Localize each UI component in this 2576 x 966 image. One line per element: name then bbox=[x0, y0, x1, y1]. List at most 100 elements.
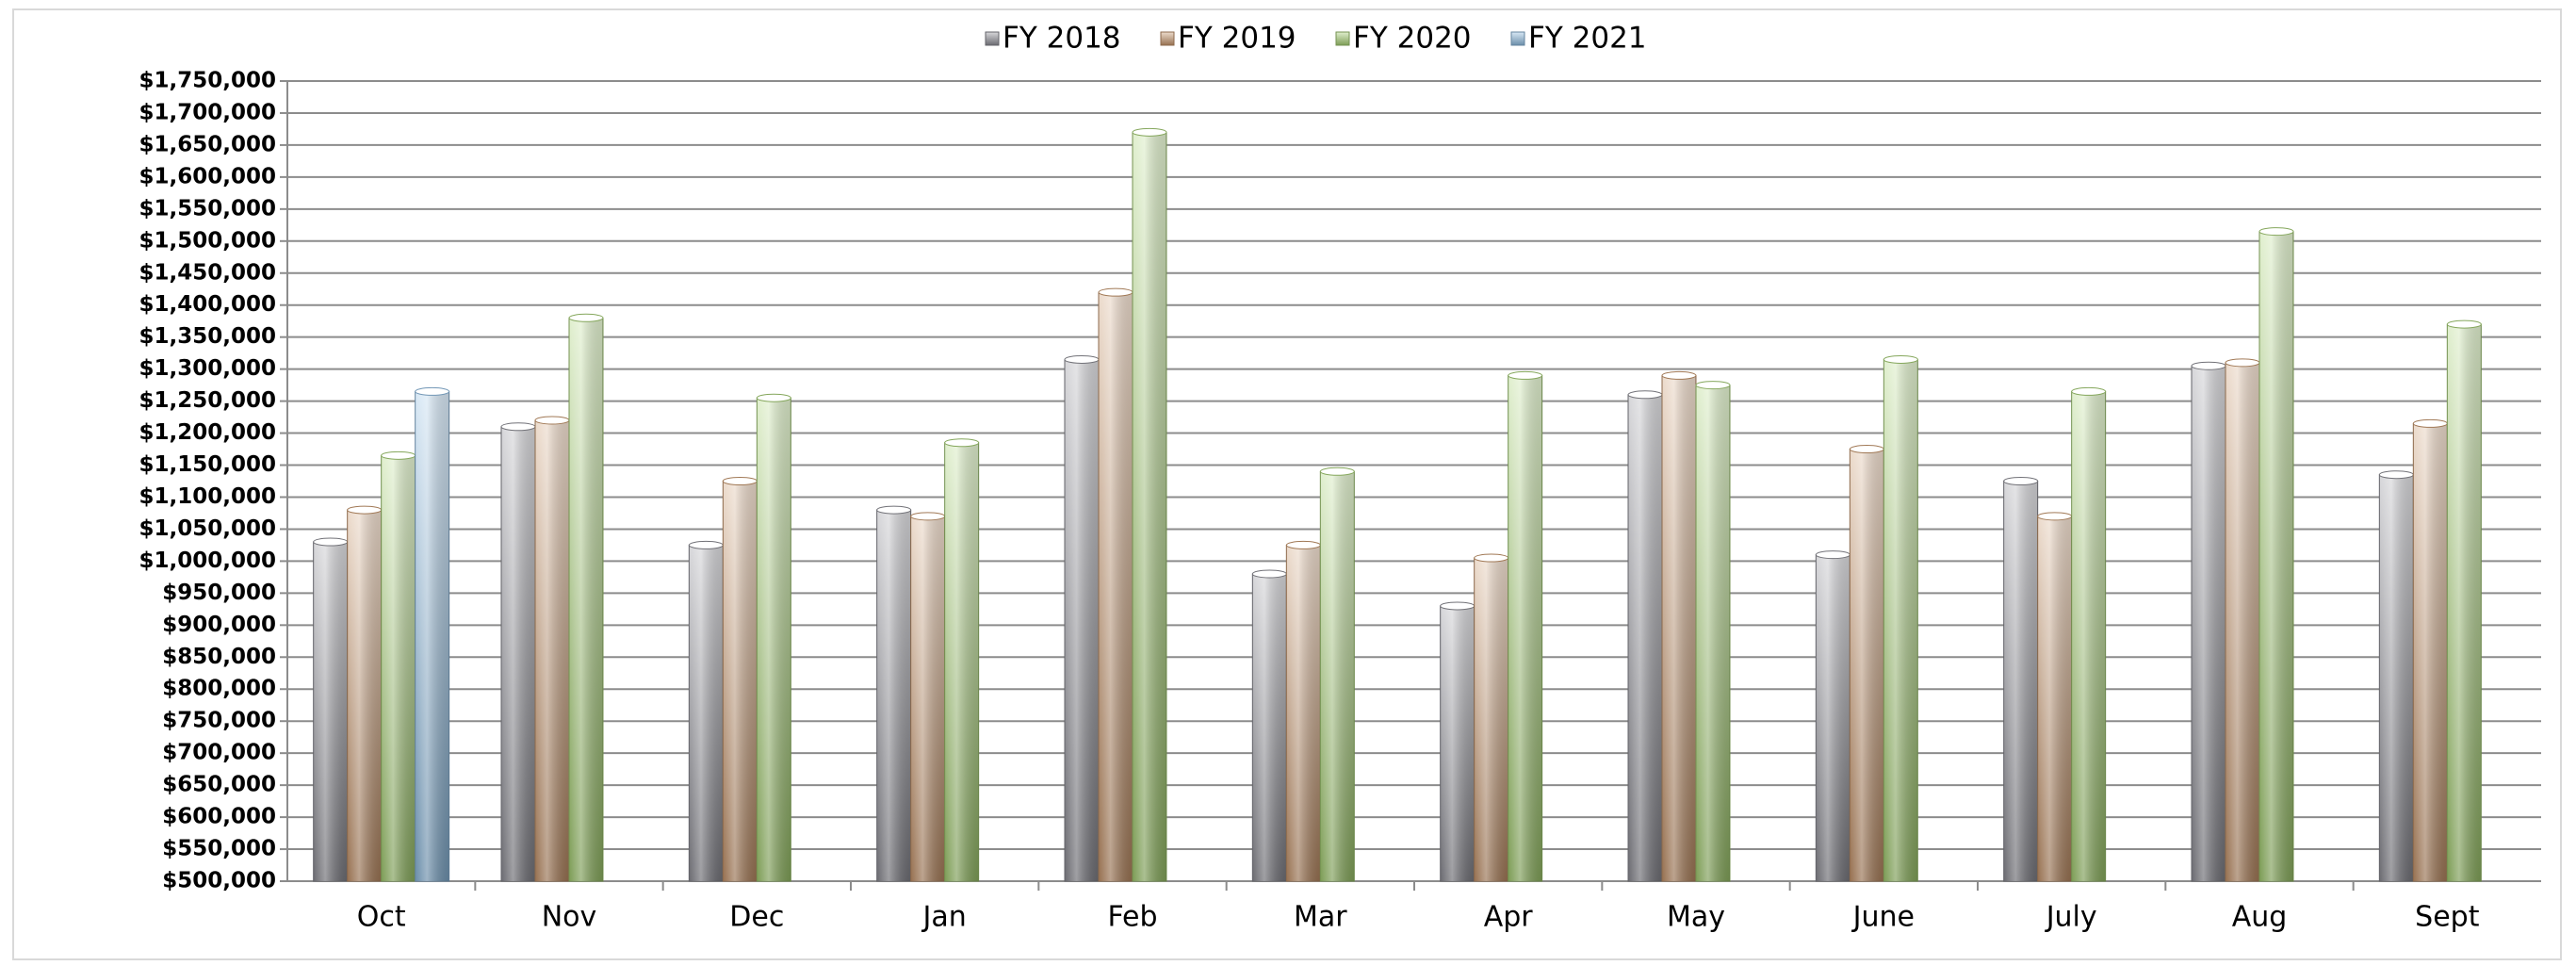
y-tick-label: $1,500,000 bbox=[139, 228, 276, 253]
y-tick-label: $1,300,000 bbox=[139, 356, 276, 381]
bar-cap bbox=[1251, 569, 1287, 579]
bar-cap bbox=[2003, 477, 2039, 485]
bar-cap bbox=[756, 393, 791, 402]
bar-shade bbox=[1816, 554, 1850, 881]
bar-cap bbox=[1132, 127, 1167, 137]
bar-shade bbox=[1440, 605, 1475, 881]
bar-cap bbox=[688, 540, 724, 549]
legend-marker bbox=[1510, 31, 1525, 46]
y-tick-label: $1,200,000 bbox=[139, 420, 276, 445]
bar-shade bbox=[1883, 359, 1918, 881]
bar-shade bbox=[944, 442, 979, 881]
bar-shade bbox=[2071, 391, 2106, 881]
y-tick-label: $1,400,000 bbox=[139, 292, 276, 317]
y-tick-label: $1,350,000 bbox=[139, 324, 276, 349]
legend-label: FY 2020 bbox=[1353, 22, 1472, 56]
y-tick-label: $1,250,000 bbox=[139, 388, 276, 413]
bar-cap bbox=[2446, 319, 2482, 329]
bar-shade bbox=[1252, 573, 1287, 881]
bar-shade bbox=[415, 391, 449, 881]
y-tick-label: $1,150,000 bbox=[139, 452, 276, 477]
bar-cap bbox=[347, 505, 383, 515]
x-tick-label: Oct bbox=[357, 901, 406, 934]
bar-shade bbox=[2037, 516, 2072, 881]
y-tick-label: $550,000 bbox=[162, 837, 276, 861]
y-tick-label: $1,050,000 bbox=[139, 516, 276, 541]
x-tick-label: Jan bbox=[921, 901, 967, 934]
bar-shade bbox=[569, 318, 603, 882]
bar-shade bbox=[1133, 132, 1166, 881]
bar-shade bbox=[2379, 474, 2414, 881]
bar-cap bbox=[1508, 370, 1543, 380]
x-tick-label: Dec bbox=[729, 901, 784, 934]
bar-cap bbox=[1474, 553, 1509, 563]
bar-shade bbox=[381, 455, 416, 881]
bar-cap bbox=[1064, 354, 1100, 364]
x-tick-label: Mar bbox=[1294, 901, 1347, 934]
legend-label: FY 2019 bbox=[1178, 22, 1296, 56]
y-tick-label: $1,100,000 bbox=[139, 484, 276, 509]
bar-shade bbox=[2225, 362, 2259, 881]
y-tick-label: $600,000 bbox=[162, 805, 276, 829]
bar-cap bbox=[2191, 361, 2226, 370]
y-tick-label: $1,450,000 bbox=[139, 260, 276, 285]
bar-shade bbox=[535, 419, 569, 881]
bar-cap bbox=[381, 450, 416, 460]
x-tick-label: Sept bbox=[2415, 901, 2480, 934]
bar-cap bbox=[1440, 601, 1475, 611]
x-tick-label: Aug bbox=[2232, 901, 2288, 934]
bar-shade bbox=[689, 545, 724, 881]
bar-cap bbox=[1285, 540, 1321, 549]
y-tick-label: $650,000 bbox=[162, 773, 276, 797]
legend-marker bbox=[1335, 31, 1350, 46]
bar-shade bbox=[1508, 375, 1542, 881]
bar-shade bbox=[2192, 366, 2225, 881]
bar-cap bbox=[1098, 287, 1133, 297]
bar-cap bbox=[313, 537, 349, 547]
bar-cap bbox=[944, 438, 980, 448]
x-tick-label: July bbox=[2045, 901, 2097, 934]
bar-shade bbox=[2413, 423, 2448, 881]
bar-shade bbox=[2259, 231, 2293, 881]
bar-cap bbox=[1661, 370, 1697, 380]
legend-marker bbox=[985, 31, 1000, 46]
bar-cap bbox=[876, 505, 912, 515]
y-tick-label: $1,550,000 bbox=[139, 196, 276, 221]
bar-shade bbox=[501, 426, 535, 881]
x-tick-label: June bbox=[1851, 901, 1915, 934]
bar-cap bbox=[415, 386, 450, 396]
bar-shade bbox=[313, 542, 348, 881]
y-tick-label: $700,000 bbox=[162, 741, 276, 765]
bar-shade bbox=[1628, 394, 1662, 882]
y-tick-label: $1,600,000 bbox=[139, 164, 276, 188]
bar-cap bbox=[2378, 470, 2414, 480]
bar-shade bbox=[347, 510, 382, 881]
bar-shade bbox=[910, 516, 945, 881]
legend-label: FY 2018 bbox=[1003, 22, 1121, 56]
y-tick-label: $900,000 bbox=[162, 613, 276, 637]
bar-shade bbox=[1662, 375, 1696, 881]
x-tick-label: May bbox=[1667, 901, 1725, 934]
bar-cap bbox=[500, 422, 536, 432]
bar-cap bbox=[2037, 512, 2073, 521]
bar-shade bbox=[1474, 558, 1508, 881]
bar-shade bbox=[2003, 481, 2038, 881]
y-tick-label: $800,000 bbox=[162, 677, 276, 701]
bar-cap bbox=[910, 512, 946, 521]
y-tick-label: $500,000 bbox=[162, 869, 276, 893]
bar-cap bbox=[1627, 390, 1663, 400]
bar-shade bbox=[1065, 359, 1099, 881]
x-tick-label: Nov bbox=[542, 901, 597, 934]
bar-shade bbox=[1320, 471, 1355, 881]
legend-label: FY 2021 bbox=[1528, 22, 1647, 56]
bar-shade bbox=[876, 510, 911, 881]
bar-cap bbox=[1319, 467, 1355, 476]
bar-cap bbox=[568, 313, 604, 322]
bar-cap bbox=[1695, 381, 1731, 390]
y-tick-label: $1,700,000 bbox=[139, 100, 276, 124]
bar-cap bbox=[1815, 550, 1850, 560]
bar-shade bbox=[2447, 324, 2482, 881]
y-tick-label: $850,000 bbox=[162, 645, 276, 669]
bar-cap bbox=[1883, 354, 1918, 364]
